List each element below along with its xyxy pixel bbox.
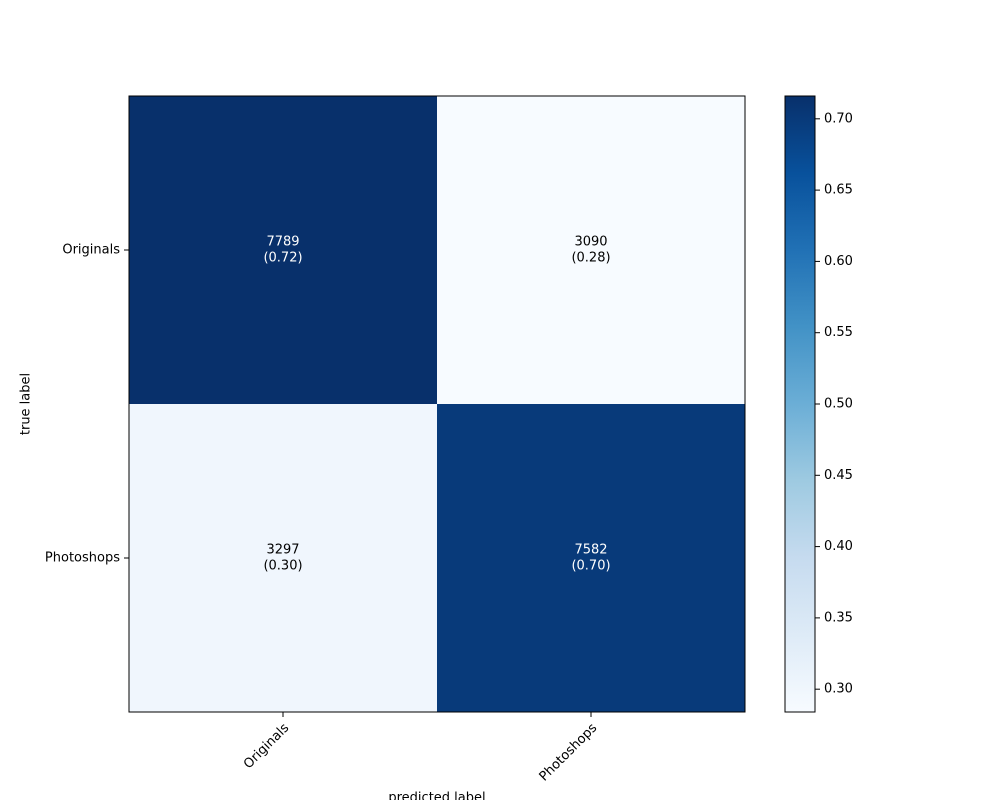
x-axis-label: predicted label — [388, 791, 485, 800]
cell-fraction: (0.72) — [263, 251, 302, 266]
cell — [129, 404, 438, 713]
colorbar-tick-label: 0.45 — [824, 468, 853, 483]
cell-fraction: (0.28) — [571, 251, 610, 266]
y-axis-label: true label — [19, 373, 34, 435]
cell-fraction: (0.30) — [263, 559, 302, 574]
cell — [437, 404, 746, 713]
x-tick-label: Photoshops — [537, 721, 601, 785]
colorbar-tick-label: 0.40 — [824, 539, 853, 554]
colorbar — [784, 95, 816, 713]
colorbar-tick-label: 0.65 — [824, 183, 853, 198]
plot-frame — [128, 95, 746, 713]
cell-count: 7582 — [574, 543, 607, 558]
cell — [129, 96, 438, 405]
y-tick-label: Originals — [62, 243, 120, 258]
cell-count: 3090 — [574, 235, 607, 250]
cell-count: 3297 — [266, 543, 299, 558]
cell-count: 7789 — [266, 235, 299, 250]
colorbar-tick-label: 0.60 — [824, 254, 853, 269]
cell-fraction: (0.70) — [571, 559, 610, 574]
colorbar-tick-label: 0.70 — [824, 111, 853, 126]
y-tick-label: Photoshops — [45, 551, 120, 566]
colorbar-tick-label: 0.30 — [824, 682, 853, 697]
cell — [437, 96, 746, 405]
colorbar-tick-label: 0.50 — [824, 397, 853, 412]
x-tick-label: Originals — [241, 721, 293, 773]
colorbar-tick-label: 0.35 — [824, 610, 853, 625]
colorbar-tick-label: 0.55 — [824, 325, 853, 340]
